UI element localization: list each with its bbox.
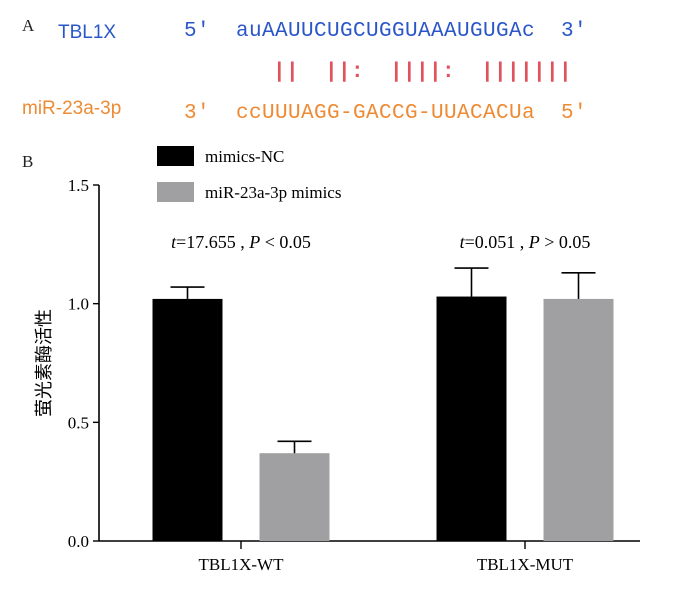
legend-swatch [157, 182, 194, 202]
legend-label: mimics-NC [205, 147, 284, 166]
chart-annotations: t=17.655 , P < 0.05 t=0.051 , P > 0.05 [171, 232, 590, 252]
bar [436, 296, 507, 541]
y-tick-label: 1.0 [68, 295, 89, 314]
legend-label: miR-23a-3p mimics [205, 183, 341, 202]
y-tick-label: 0.5 [68, 413, 89, 432]
bar [543, 298, 614, 541]
significance-annotation: t=0.051 , P > 0.05 [460, 232, 591, 252]
target-gene-name: TBL1X [58, 22, 117, 43]
base-pairing-marks: || ||: ||||: ||||||| [273, 61, 573, 84]
panel-a-label: A [22, 16, 35, 35]
panel-b-label: B [22, 152, 34, 171]
target-sequence: 5' auAAUUCUGCUGGUAAAUGUGAc 3' [184, 20, 588, 43]
bar [152, 298, 223, 541]
x-tick-label: TBL1X-WT [199, 555, 285, 574]
mirna-name: miR-23a-3p [22, 98, 122, 119]
mirna-sequence: 3' ccUUUAGG-GACCG-UUACACUa 5' [184, 102, 588, 125]
legend-swatch [157, 146, 194, 166]
x-tick-label: TBL1X-MUT [477, 555, 574, 574]
significance-annotation: t=17.655 , P < 0.05 [171, 232, 311, 252]
chart-bars [152, 267, 614, 541]
chart-legend: mimics-NC miR-23a-3p mimics [157, 146, 341, 202]
y-axis-title: 萤光素酶活性 [34, 309, 55, 417]
y-tick-label: 0.0 [68, 532, 89, 551]
bar [259, 453, 330, 541]
y-tick-label: 1.5 [68, 176, 89, 195]
